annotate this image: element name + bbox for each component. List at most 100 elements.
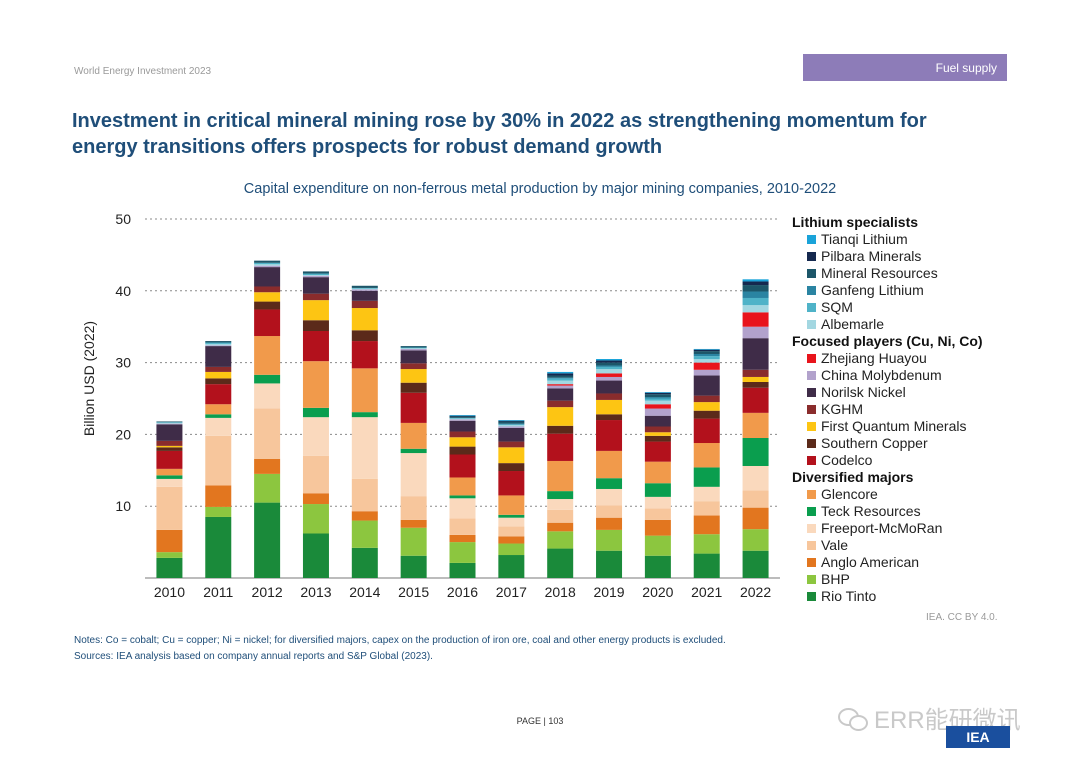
bar-segment-pilbara-minerals-2019 (596, 360, 623, 363)
legend-swatch (807, 439, 816, 448)
bar-segment-tianqi-lithium-2017 (498, 420, 525, 421)
legend-swatch (807, 388, 816, 397)
bar-segment-freeport-mcmoran-2022 (742, 465, 769, 491)
page-number-value: 103 (548, 716, 564, 726)
bar-segment-kghm-2022 (742, 369, 769, 377)
bar-segment-freeport-mcmoran-2014 (351, 417, 378, 479)
x-tick-label: 2016 (447, 584, 478, 600)
legend-entry: BHP (821, 571, 850, 587)
bar-segment-sqm-2019 (596, 366, 623, 370)
bar-segment-anglo-american-2015 (400, 519, 427, 528)
bar-segment-freeport-mcmoran-2012 (254, 383, 281, 409)
bar-segment-tianqi-lithium-2016 (449, 415, 476, 416)
bar-segment-china-molybdenum-2022 (742, 326, 769, 339)
legend-entry: Zhejiang Huayou (821, 350, 927, 366)
bar-segment-southern-copper-2017 (498, 463, 525, 472)
bar-segment-albemarle-2017 (498, 425, 525, 427)
legend-swatch (807, 235, 816, 244)
bar-segment-glencore-2017 (498, 495, 525, 515)
x-tick-label: 2012 (252, 584, 283, 600)
bar-segment-china-molybdenum-2016 (449, 419, 476, 421)
bar-segment-freeport-mcmoran-2015 (400, 453, 427, 497)
legend-group-header: Lithium specialists (792, 214, 918, 230)
bar-segment-codelco-2011 (205, 384, 232, 405)
bar-segment-rio-tinto-2010 (156, 557, 183, 578)
x-tick-label: 2020 (642, 584, 673, 600)
bar-segment-bhp-2015 (400, 527, 427, 556)
bar-segment-albemarle-2013 (302, 275, 329, 276)
x-tick-label: 2018 (545, 584, 576, 600)
bar-segment-china-molybdenum-2015 (400, 348, 427, 351)
bar-segment-anglo-american-2016 (449, 534, 476, 543)
stacked-bar-chart: 10 20 30 40 50 Billion USD (2022) 2010 2011 2012… (81, 211, 983, 604)
bar-segment-southern-copper-2010 (156, 447, 183, 451)
bar-segment-vale-2013 (302, 455, 329, 494)
y-axis-label: Billion USD (2022) (81, 321, 97, 436)
bar-segment-vale-2022 (742, 490, 769, 508)
bar-segment-freeport-mcmoran-2013 (302, 417, 329, 456)
bar-segment-albemarle-2015 (400, 348, 427, 349)
bar-segment-anglo-american-2022 (742, 507, 769, 530)
bar-segment-rio-tinto-2018 (547, 548, 574, 578)
bar-segment-glencore-2013 (302, 361, 329, 408)
bar-segment-codelco-2016 (449, 454, 476, 478)
y-tick-label: 40 (115, 283, 131, 299)
bar-segment-teck-resources-2022 (742, 437, 769, 466)
bar-segment-sqm-2022 (742, 297, 769, 306)
bar-segment-ganfeng-lithium-2019 (596, 365, 623, 367)
bar-segment-first-quantum-minerals-2014 (351, 308, 378, 331)
y-tick-label: 50 (115, 211, 131, 227)
bar-segment-vale-2012 (254, 408, 281, 459)
bar-segment-bhp-2010 (156, 552, 183, 558)
bar-segment-norilsk-nickel-2016 (449, 420, 476, 432)
bar-segment-vale-2020 (644, 508, 671, 520)
bar-segment-first-quantum-minerals-2017 (498, 447, 525, 464)
bar-segment-china-molybdenum-2017 (498, 426, 525, 428)
bar-segment-mineral-resources-2013 (302, 271, 329, 274)
bar-segment-ganfeng-lithium-2017 (498, 423, 525, 425)
bar-segment-vale-2017 (498, 526, 525, 537)
sources-text: Sources: IEA analysis based on company a… (74, 651, 433, 662)
bar-segment-glencore-2011 (205, 404, 232, 415)
bar-segment-ganfeng-lithium-2018 (547, 377, 574, 379)
x-tick-label: 2021 (691, 584, 722, 600)
bar-segment-zhejiang-huayou-2022 (742, 312, 769, 327)
bar-segment-rio-tinto-2012 (254, 502, 281, 578)
bar-segment-china-molybdenum-2014 (351, 289, 378, 291)
bar-segment-zhejiang-huayou-2020 (644, 404, 671, 409)
bar-segment-rio-tinto-2013 (302, 533, 329, 578)
bar-segment-first-quantum-minerals-2019 (596, 399, 623, 415)
bar-segment-sqm-2017 (498, 424, 525, 426)
bar-segment-albemarle-2014 (351, 288, 378, 290)
bar-segment-zhejiang-huayou-2019 (596, 373, 623, 377)
bar-segment-codelco-2021 (693, 418, 720, 444)
bar-segment-china-molybdenum-2020 (644, 408, 671, 416)
legend-entry: Southern Copper (821, 435, 928, 451)
bar-segment-teck-resources-2010 (156, 475, 183, 479)
legend-swatch (807, 354, 816, 363)
bar-segment-teck-resources-2013 (302, 407, 329, 418)
bar-segment-codelco-2013 (302, 331, 329, 362)
bar-segment-pilbara-minerals-2017 (498, 420, 525, 422)
legend-swatch (807, 524, 816, 533)
bar-segment-mineral-resources-2012 (254, 260, 281, 263)
legend-group-header: Focused players (Cu, Ni, Co) (792, 333, 983, 349)
bar-segment-kghm-2012 (254, 286, 281, 293)
bar-segment-vale-2014 (351, 478, 378, 512)
bar-segment-mineral-resources-2014 (351, 285, 378, 288)
bar-segment-sqm-2011 (205, 342, 232, 344)
bar-segment-sqm-2010 (156, 422, 183, 423)
y-tick-label: 30 (115, 355, 131, 371)
bar-segment-anglo-american-2021 (693, 515, 720, 535)
bar-segment-tianqi-lithium-2019 (596, 359, 623, 361)
bar-segment-first-quantum-minerals-2021 (693, 402, 720, 411)
bar-segment-rio-tinto-2019 (596, 550, 623, 578)
bar-segment-glencore-2016 (449, 477, 476, 496)
legend-entry: Teck Resources (821, 503, 921, 519)
x-tick-label: 2010 (154, 584, 185, 600)
legend-entry: KGHM (821, 401, 863, 417)
bar-segment-albemarle-2020 (644, 400, 671, 405)
legend-entry: Glencore (821, 486, 878, 502)
bars (156, 260, 769, 578)
